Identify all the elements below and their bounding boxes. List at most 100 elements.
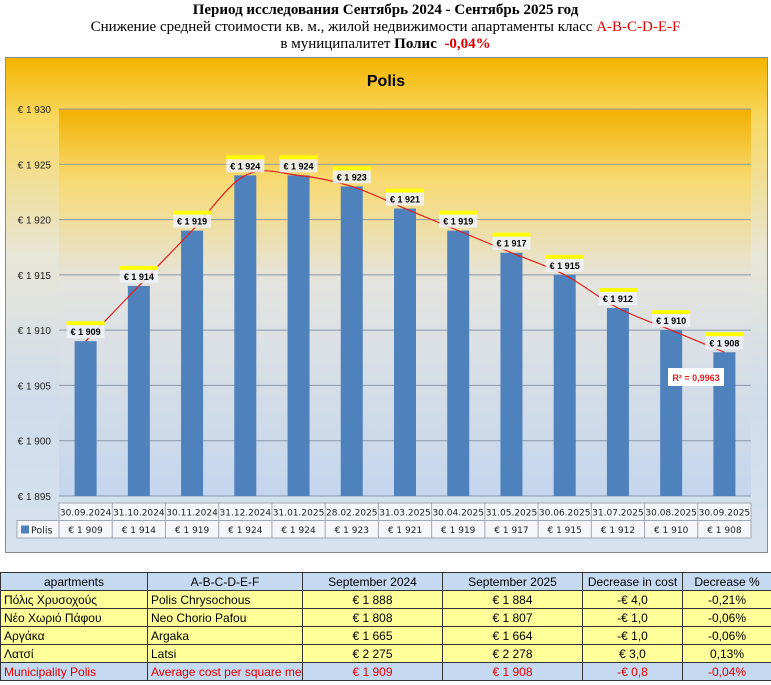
y-tick-label: € 1 900 <box>18 437 52 448</box>
data-label-highlight <box>439 210 478 215</box>
y-tick-label: € 1 910 <box>18 326 52 337</box>
data-label-highlight <box>492 232 531 237</box>
chart-area: Polis € 1 895 € 1 900 € 1 905 € 1 910 € 1 915… <box>5 57 768 553</box>
data-label-bg <box>492 236 531 250</box>
table-row: Πόλις Χρυσοχούς Polis Chrysochous € 1 888 €… <box>0 590 771 609</box>
table-row-cell: -€ 1,0 <box>582 608 683 627</box>
table-total-row-cell: -0,04% <box>682 662 771 681</box>
table-row-cell: € 1 665 <box>302 626 443 645</box>
data-label: € 1 924 <box>230 161 260 171</box>
x-category-label: 30.06.2025 <box>539 509 591 519</box>
table-header-cell: Decrease % <box>682 572 771 591</box>
x-category-label: 30.08.2025 <box>645 509 697 519</box>
data-label-bg <box>119 269 158 283</box>
x-category-label: 31.12.2024 <box>220 509 272 519</box>
data-label-highlight <box>545 254 584 259</box>
table-row-cell: -€ 4,0 <box>582 590 683 609</box>
data-table-value: € 1 921 <box>388 526 422 536</box>
table-total-row-cell: Average cost per square meter <box>147 662 303 681</box>
table-total-row-cell: Municipality Polis <box>0 662 148 681</box>
table-row-cell: € 1 807 <box>442 608 583 627</box>
header-line-3-text: в муниципалитет <box>280 36 395 52</box>
data-label: € 1 919 <box>443 217 473 227</box>
data-label: € 1 914 <box>124 272 154 282</box>
table-total-row-cell: € 1 909 <box>302 662 443 681</box>
bar <box>127 285 150 496</box>
table-row-cell: € 3,0 <box>582 644 683 663</box>
y-tick-label: € 1 895 <box>18 492 52 503</box>
table-header-cell: Decrease in cost <box>582 572 683 591</box>
table-row-cell: -0,06% <box>682 608 771 627</box>
data-label-highlight <box>598 288 637 293</box>
bar <box>713 352 736 496</box>
data-label-bg <box>598 292 637 306</box>
y-tick-label: € 1 920 <box>18 216 52 227</box>
table-header-cell: September 2025 <box>442 572 583 591</box>
x-category-label: 30.11.2024 <box>166 509 218 519</box>
data-label-bg <box>652 314 691 328</box>
table-row-cell: Πόλις Χρυσοχούς <box>0 590 148 609</box>
table-total-row: Municipality Polis Average cost per squar… <box>0 662 771 681</box>
header-line-1: Период исследования Сентябрь 2024 - Сент… <box>192 2 579 18</box>
table-row-cell: Νέο Χωριό Πάφου <box>0 608 148 627</box>
y-tick-label: € 1 930 <box>18 105 52 116</box>
data-table-value: € 1 919 <box>441 526 476 536</box>
data-label-highlight <box>119 265 158 270</box>
data-table-value: € 1 908 <box>707 526 742 536</box>
x-category-label: 31.07.2025 <box>592 509 644 519</box>
table-row-cell: € 1 664 <box>442 626 583 645</box>
table-row-cell: -0,06% <box>682 626 771 645</box>
header-class: A-B-C-D-E-F <box>596 19 681 35</box>
data-table-value: € 1 917 <box>494 526 528 536</box>
header-line-2-text: Снижение средней стоимости кв. м., жилой… <box>90 19 597 35</box>
x-category-label: 28.02.2025 <box>326 509 378 519</box>
bar <box>394 208 416 496</box>
table-row-cell: € 2 275 <box>302 644 443 663</box>
data-table-value: € 1 909 <box>68 526 103 536</box>
data-label-highlight <box>386 188 424 193</box>
bar <box>660 330 683 496</box>
data-label-highlight <box>652 310 691 315</box>
table-header: apartments A-B-C-D-E-F September 2024 Septe… <box>0 572 771 591</box>
y-tick-label: € 1 915 <box>18 271 52 282</box>
table-row-cell: € 1 808 <box>302 608 443 627</box>
data-label-bg <box>279 159 318 173</box>
data-table-value: € 1 915 <box>548 526 582 536</box>
header-line-2: Снижение средней стоимости кв. м., жилой… <box>0 19 771 36</box>
data-label-highlight <box>226 155 265 160</box>
legend-label: Polis <box>31 526 52 537</box>
table-row: Λατσί Latsi € 2 275 € 2 278 € 3,0 0,13% <box>0 644 771 663</box>
y-tick-label: € 1 905 <box>18 381 52 392</box>
data-table-value: € 1 912 <box>601 526 635 536</box>
bar <box>74 341 97 496</box>
data-table-value: € 1 910 <box>654 526 689 536</box>
y-tick-label: € 1 925 <box>18 160 52 171</box>
table-header-cell: apartments <box>0 572 148 591</box>
legend-swatch <box>21 525 29 534</box>
data-label: € 1 909 <box>71 327 101 337</box>
x-category-label: 30.09.2025 <box>699 509 751 519</box>
table-row-cell: € 1 888 <box>302 590 443 609</box>
table-row-cell: Λατσί <box>0 644 148 663</box>
bar <box>500 252 523 496</box>
header-line-3: в муниципалитет Полис -0,04% <box>0 36 771 53</box>
data-label: € 1 910 <box>656 316 686 326</box>
data-label-bg <box>226 159 265 173</box>
data-label-highlight <box>279 155 318 160</box>
table-row-cell: 0,13% <box>682 644 771 663</box>
data-label-highlight <box>705 332 744 337</box>
data-label-highlight <box>332 166 371 171</box>
table-row-cell: Latsi <box>147 644 303 663</box>
trend-line <box>85 170 725 353</box>
x-category-label: 30.09.2024 <box>60 509 112 519</box>
data-table-value: € 1 919 <box>175 526 210 536</box>
data-label: € 1 915 <box>550 261 580 271</box>
bar <box>447 230 470 496</box>
r2-label-bg <box>668 368 724 386</box>
data-label: € 1 912 <box>603 294 633 304</box>
table-total-row-cell: -€ 0,8 <box>582 662 683 681</box>
data-label: € 1 917 <box>496 239 526 249</box>
bar <box>340 186 363 496</box>
header-municipality: Полис <box>394 36 437 52</box>
table-row-cell: € 2 278 <box>442 644 583 663</box>
